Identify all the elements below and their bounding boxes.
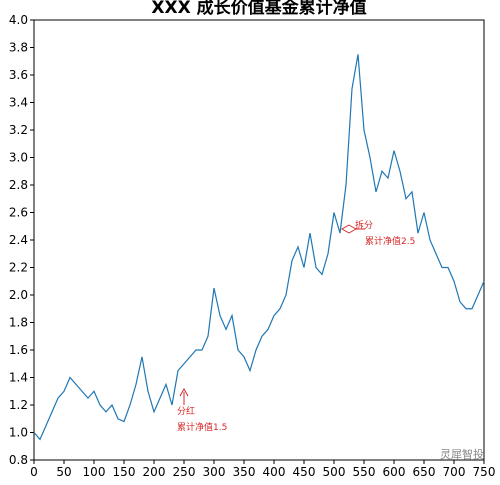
x-tick-label: 750 xyxy=(473,465,496,479)
y-tick-label: 3.2 xyxy=(9,123,28,137)
x-tick-label: 400 xyxy=(263,465,286,479)
x-tick-label: 600 xyxy=(383,465,406,479)
y-tick-label: 4.0 xyxy=(9,13,28,27)
y-tick-label: 2.2 xyxy=(9,261,28,275)
x-tick-label: 0 xyxy=(30,465,38,479)
y-tick-label: 2.0 xyxy=(9,288,28,302)
annotation: 累计净值1.5 xyxy=(177,421,227,433)
arrow xyxy=(179,387,189,405)
y-tick-label: 2.6 xyxy=(9,206,28,220)
x-tick-label: 450 xyxy=(293,465,316,479)
y-tick-label: 3.4 xyxy=(9,96,28,110)
y-tick-label: 0.8 xyxy=(9,453,28,467)
x-tick-label: 300 xyxy=(203,465,226,479)
x-tick-label: 500 xyxy=(323,465,346,479)
y-tick-label: 3.8 xyxy=(9,41,28,55)
y-tick-label: 1.8 xyxy=(9,316,28,330)
x-tick-label: 250 xyxy=(173,465,196,479)
x-tick-label: 350 xyxy=(233,465,256,479)
y-tick-label: 3.6 xyxy=(9,68,28,82)
annotation: 分红 xyxy=(177,405,195,417)
x-tick-label: 200 xyxy=(143,465,166,479)
line xyxy=(33,54,485,441)
x-tick-label: 550 xyxy=(353,465,376,479)
annotation: 拆分 xyxy=(355,219,373,231)
annotation: 累计净值2.5 xyxy=(365,235,415,247)
watermark: 灵犀智投 xyxy=(440,447,484,461)
plot-frame xyxy=(33,19,485,461)
y-tick-label: 1.4 xyxy=(9,371,28,385)
x-tick-label: 700 xyxy=(443,465,466,479)
x-tick-label: 650 xyxy=(413,465,436,479)
x-tick-label: 100 xyxy=(83,465,106,479)
y-tick-label: 1.0 xyxy=(9,426,28,440)
x-tick-label: 150 xyxy=(113,465,136,479)
y-tick-label: 2.4 xyxy=(9,233,28,247)
y-tick-label: 1.6 xyxy=(9,343,28,357)
y-tick-label: 3.0 xyxy=(9,151,28,165)
chart-title: XXX 成长价值基金累计净值 xyxy=(151,0,366,18)
x-tick-label: 50 xyxy=(56,465,71,479)
arrow xyxy=(340,224,365,234)
y-tick-label: 1.2 xyxy=(9,398,28,412)
y-tick-label: 2.8 xyxy=(9,178,28,192)
